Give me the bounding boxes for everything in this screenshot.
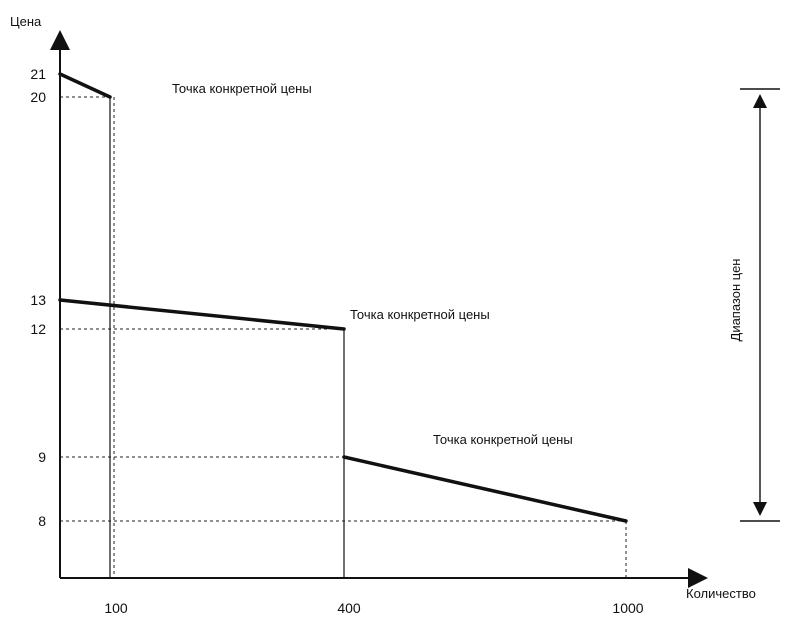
x-axis-title: Количество: [686, 586, 756, 601]
x-tick-label-1000: 1000: [612, 600, 643, 616]
price-segment-1: [58, 72, 112, 99]
price-point-note-2: Точка конкретной цены: [350, 307, 490, 322]
y-tick-label-13: 13: [30, 292, 46, 308]
y-tick-label-20: 20: [30, 89, 46, 105]
dashed-guides: [60, 96, 627, 578]
y-tick-label-21: 21: [30, 66, 46, 82]
axis-ticks: 21 20 13 12 9 8 100 400 1000: [30, 66, 643, 616]
price-segment-2: [58, 298, 346, 331]
x-tick-label-400: 400: [337, 600, 361, 616]
price-point-notes: Точка конкретной цены Точка конкретной це…: [172, 81, 573, 447]
y-axis-title: Цена: [10, 14, 42, 29]
y-tick-label-8: 8: [38, 513, 46, 529]
range-label: Диапазон цен: [728, 259, 743, 342]
price-point-note-3: Точка конкретной цены: [433, 432, 573, 447]
price-point-note-1: Точка конкретной цены: [172, 81, 312, 96]
price-segments: [58, 72, 628, 578]
price-segment-3: [342, 455, 628, 523]
price-range-bracket: Диапазон цен: [728, 88, 780, 522]
y-tick-label-12: 12: [30, 321, 46, 337]
y-tick-label-9: 9: [38, 449, 46, 465]
x-tick-label-100: 100: [104, 600, 128, 616]
